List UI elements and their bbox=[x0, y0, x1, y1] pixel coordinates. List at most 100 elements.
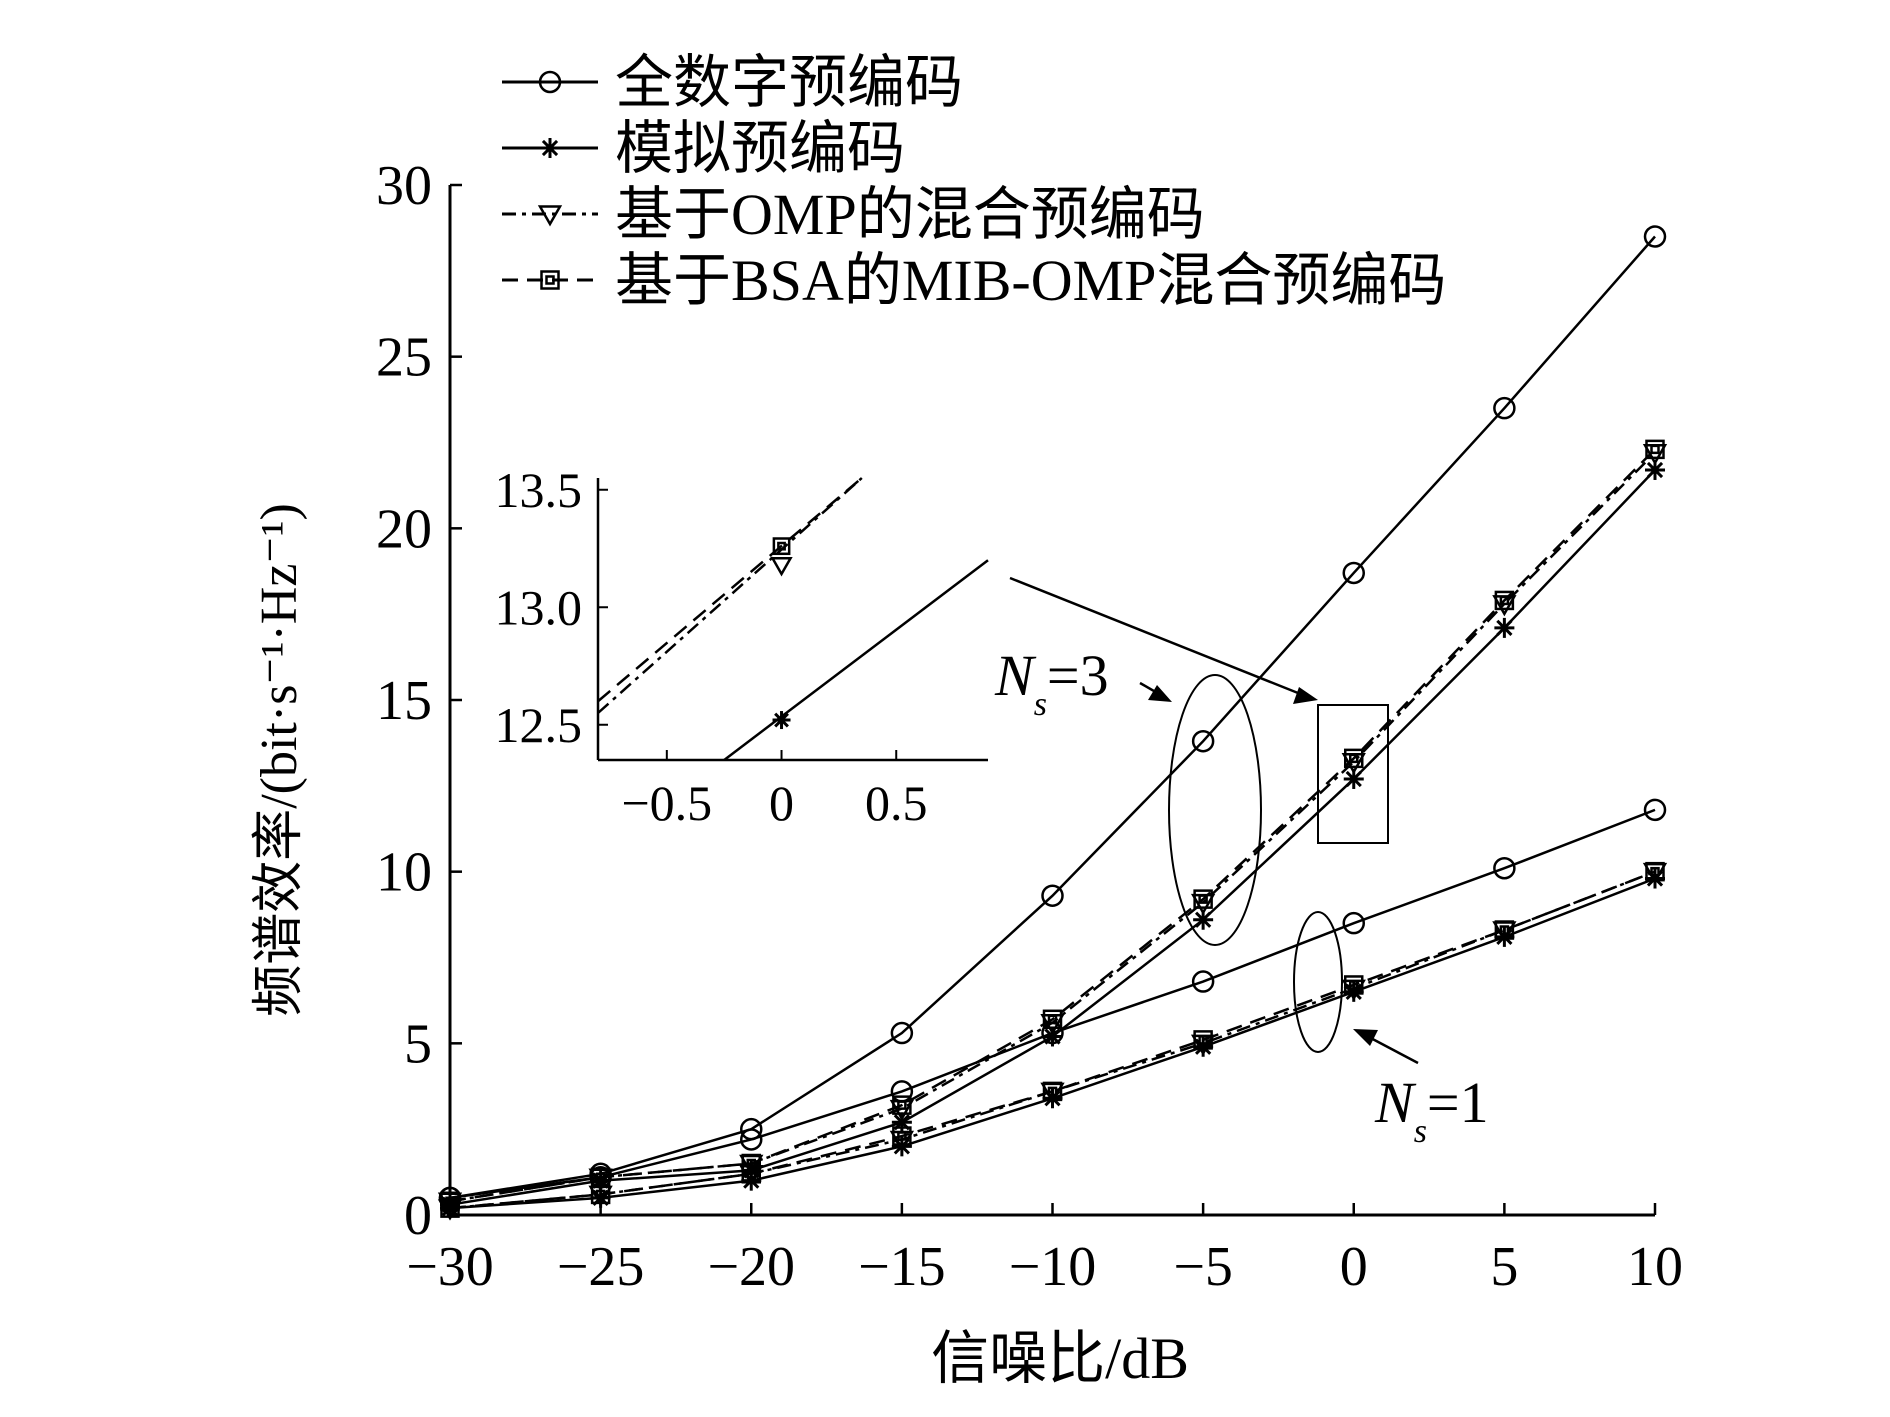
marker-square bbox=[590, 1184, 611, 1205]
y-tick-label: 15 bbox=[376, 670, 432, 732]
marker-triangle bbox=[770, 556, 793, 577]
legend-entry: 全数字预编码 bbox=[502, 50, 963, 115]
ns3-arrowhead bbox=[1148, 685, 1172, 702]
marker-circle bbox=[1041, 1021, 1064, 1045]
series-path bbox=[449, 808, 1656, 1200]
inset-series-line bbox=[597, 477, 863, 703]
ns1-label-sub: s bbox=[1414, 1113, 1427, 1150]
ns3-label-n: N bbox=[994, 643, 1037, 708]
series-path bbox=[449, 448, 1656, 1203]
legend-entry: 基于BSA的MIB-OMP混合预编码 bbox=[502, 248, 1446, 313]
marker-square-inner bbox=[1198, 1035, 1208, 1045]
series-line bbox=[438, 798, 1667, 1210]
marker-square bbox=[1344, 748, 1364, 769]
legend-label: 基于BSA的MIB-OMP混合预编码 bbox=[615, 248, 1446, 313]
inset-ticks: −0.5 0 0.5 12.5 13.0 13.5 bbox=[495, 462, 928, 831]
ns3-label-value: =3 bbox=[1047, 643, 1109, 708]
marker-star-stroke bbox=[1345, 770, 1362, 788]
marker-circle bbox=[1643, 225, 1667, 248]
marker-star-stroke bbox=[1194, 911, 1212, 928]
marker-triangle bbox=[537, 205, 563, 227]
x-tick-label: −20 bbox=[707, 1236, 795, 1298]
marker-circle bbox=[1041, 884, 1064, 907]
ns1-arrow bbox=[1364, 1033, 1419, 1065]
legend-label: 全数字预编码 bbox=[615, 50, 963, 115]
marker-circle bbox=[1493, 396, 1516, 420]
marker-square bbox=[892, 1095, 912, 1115]
marker-square bbox=[1042, 1009, 1063, 1030]
marker-square bbox=[1042, 1081, 1063, 1102]
inset-y-tick-label: 12.5 bbox=[495, 697, 583, 753]
y-axis-label: 频谱效率/(bit·s⁻¹·Hz⁻¹) bbox=[251, 503, 308, 1017]
inset-series-path bbox=[723, 559, 989, 761]
x-ticks: −30 −25 −20 −15 −10 −5 0 5 10 bbox=[406, 1203, 1683, 1298]
marker-square-inner bbox=[746, 1169, 756, 1179]
marker-circle bbox=[890, 1080, 914, 1103]
marker-square-inner bbox=[445, 1203, 455, 1213]
inset-y-tick-label: 13.0 bbox=[495, 579, 583, 635]
marker-circle bbox=[1191, 729, 1215, 753]
marker-square bbox=[892, 1126, 912, 1146]
ns1-label-value: =1 bbox=[1427, 1070, 1489, 1135]
ns1-label-n: N bbox=[1374, 1070, 1417, 1135]
marker-circle bbox=[1493, 856, 1516, 880]
inset-y-tick-label: 13.5 bbox=[495, 462, 583, 518]
x-tick-label: −5 bbox=[1173, 1236, 1233, 1298]
ns1-label: Ns=1 bbox=[1374, 1070, 1489, 1150]
marker-circle bbox=[1342, 911, 1365, 935]
marker-square bbox=[772, 537, 791, 556]
marker-square-inner bbox=[1650, 866, 1660, 877]
marker-star bbox=[540, 138, 560, 158]
marker-star bbox=[1494, 617, 1515, 638]
y-tick-label: 20 bbox=[376, 498, 432, 560]
marker-square bbox=[1494, 920, 1515, 940]
marker-circle bbox=[1342, 561, 1365, 585]
ns3-ellipse bbox=[1168, 674, 1262, 946]
marker-star bbox=[1645, 459, 1665, 480]
marker-square bbox=[1645, 861, 1665, 882]
marker-circle bbox=[890, 1021, 914, 1045]
legend-entry: 基于OMP的混合预编码 bbox=[502, 182, 1205, 247]
zoom-connector-arrowhead bbox=[1293, 687, 1318, 704]
y-tick-label: 0 bbox=[404, 1185, 432, 1247]
x-axis-label: 信噪比/dB bbox=[931, 1326, 1189, 1391]
x-tick-label: 5 bbox=[1490, 1236, 1518, 1298]
inset-background bbox=[598, 478, 988, 760]
series-line bbox=[440, 861, 1665, 1218]
marker-square-inner bbox=[897, 1131, 907, 1141]
ns1-ellipse bbox=[1293, 911, 1343, 1053]
marker-circle bbox=[538, 70, 562, 94]
legend-entry: 模拟预编码 bbox=[502, 116, 905, 181]
x-tick-label: −30 bbox=[406, 1236, 494, 1298]
y-ticks: 0 5 10 15 20 25 30 bbox=[376, 155, 462, 1247]
inset-x-tick-label: 0 bbox=[769, 775, 794, 831]
series-path bbox=[449, 870, 1656, 1210]
marker-square bbox=[540, 270, 560, 290]
marker-square-inner bbox=[1349, 980, 1359, 990]
y-tick-label: 30 bbox=[376, 155, 432, 217]
marker-circle bbox=[1643, 798, 1667, 822]
inset-x-tick-label: 0.5 bbox=[865, 775, 928, 831]
legend-label: 模拟预编码 bbox=[615, 116, 905, 181]
marker-square bbox=[1193, 1030, 1213, 1050]
marker-square bbox=[1344, 975, 1364, 995]
series-layer bbox=[437, 225, 1668, 1221]
ns3-label: Ns=3 bbox=[994, 643, 1109, 723]
x-tick-label: −15 bbox=[858, 1236, 946, 1298]
marker-star-stroke bbox=[1496, 619, 1513, 637]
ns1-arrowhead bbox=[1353, 1029, 1378, 1046]
inset-series bbox=[597, 477, 989, 761]
marker-square-inner bbox=[777, 541, 786, 551]
inset-x-tick-label: −0.5 bbox=[621, 775, 712, 831]
x-tick-label: −25 bbox=[557, 1236, 645, 1298]
x-tick-label: 10 bbox=[1627, 1236, 1683, 1298]
x-tick-label: −10 bbox=[1009, 1236, 1097, 1298]
marker-star bbox=[772, 711, 791, 730]
marker-square bbox=[1193, 889, 1213, 909]
marker-square bbox=[741, 1164, 761, 1184]
inset-series-line bbox=[723, 559, 989, 761]
marker-circle bbox=[1191, 970, 1215, 993]
inset-series-line bbox=[597, 477, 863, 714]
